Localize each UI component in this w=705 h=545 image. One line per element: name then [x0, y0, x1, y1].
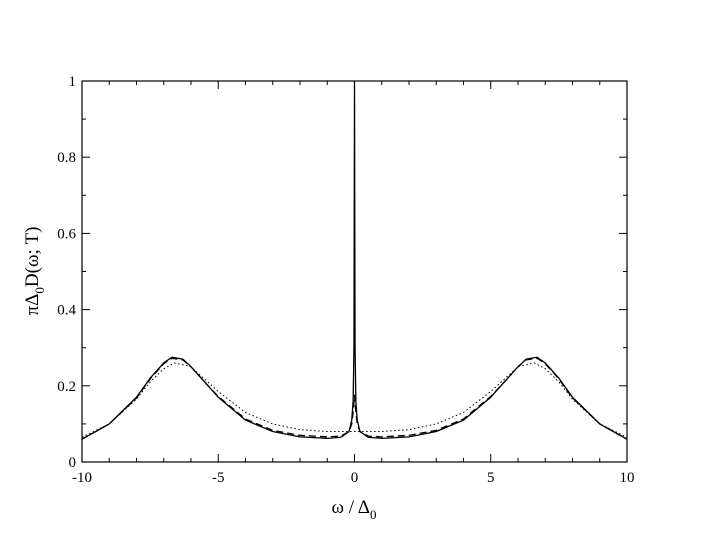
x-tick-label: -10	[72, 470, 92, 486]
y-tick-label: 0.6	[57, 226, 76, 242]
x-tick-label: 5	[487, 470, 495, 486]
x-axis-label: ω / Δ0	[332, 497, 377, 522]
y-tick-label: 0.2	[57, 379, 76, 395]
x-tick-label: 0	[351, 470, 359, 486]
series-line-dashed	[82, 357, 627, 440]
tick-labels: -10 -5 0 5 10 0 0.2 0.4 0.6 0.8 1	[57, 74, 634, 486]
y-tick-label: 0.4	[57, 303, 76, 319]
x-tick-label: -5	[212, 470, 225, 486]
y-tick-label: 1	[69, 74, 77, 90]
series-layer	[82, 81, 627, 440]
x-axis-label-subscript: 0	[370, 507, 377, 522]
x-tick-label: 10	[620, 470, 635, 486]
series-line-dotted	[82, 362, 627, 438]
series-line-solid	[82, 81, 627, 440]
y-axis-label-subscript: 0	[32, 287, 47, 294]
y-tick-label: 0.8	[57, 150, 76, 166]
ticks-layer	[81, 80, 628, 463]
y-tick-label: 0	[69, 455, 77, 471]
y-axis-label: πΔ0D(ω; T)	[22, 227, 47, 316]
